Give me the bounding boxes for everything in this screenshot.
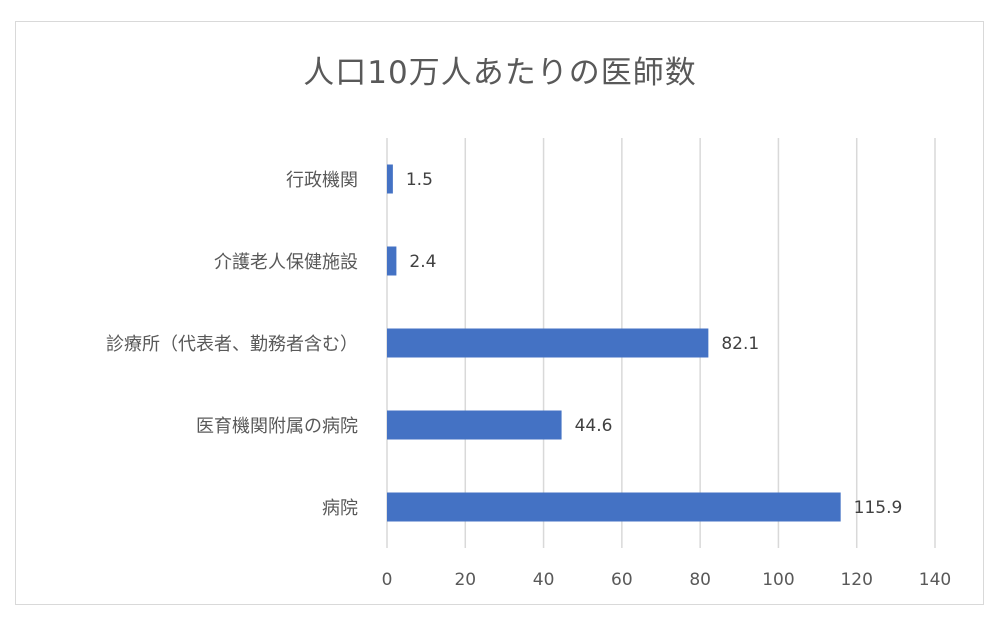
- x-tick-label: 100: [762, 570, 794, 590]
- category-label: 医育機関附属の病院: [196, 416, 358, 437]
- x-tick-label: 120: [840, 570, 872, 590]
- bar-2: [387, 328, 709, 358]
- category-label: 診療所（代表者、勤務者含む）: [106, 334, 358, 355]
- data-label: 82.1: [721, 334, 759, 354]
- x-tick-label: 60: [611, 570, 633, 590]
- data-label: 1.5: [406, 170, 433, 190]
- data-labels: 1.5 2.4 82.1 44.6 115.9: [406, 170, 902, 518]
- data-label: 44.6: [575, 416, 613, 436]
- category-label: 介護老人保健施設: [214, 252, 358, 273]
- data-label: 2.4: [409, 252, 436, 272]
- bar-4: [387, 492, 841, 522]
- x-tick-label: 80: [689, 570, 711, 590]
- x-tick-label: 40: [533, 570, 555, 590]
- x-tick-label: 20: [454, 570, 476, 590]
- chart-title: 人口10万人あたりの医師数: [303, 55, 697, 91]
- x-axis-tick-labels: 0 20 40 60 80 100 120 140: [382, 570, 952, 590]
- bar-0: [387, 164, 393, 194]
- category-label: 行政機関: [286, 170, 358, 191]
- bars: [387, 164, 841, 522]
- bar-1: [387, 246, 397, 276]
- x-tick-label: 0: [382, 570, 393, 590]
- bar-3: [387, 410, 562, 440]
- data-label: 115.9: [854, 498, 903, 518]
- category-label: 病院: [322, 498, 358, 519]
- x-tick-label: 140: [919, 570, 951, 590]
